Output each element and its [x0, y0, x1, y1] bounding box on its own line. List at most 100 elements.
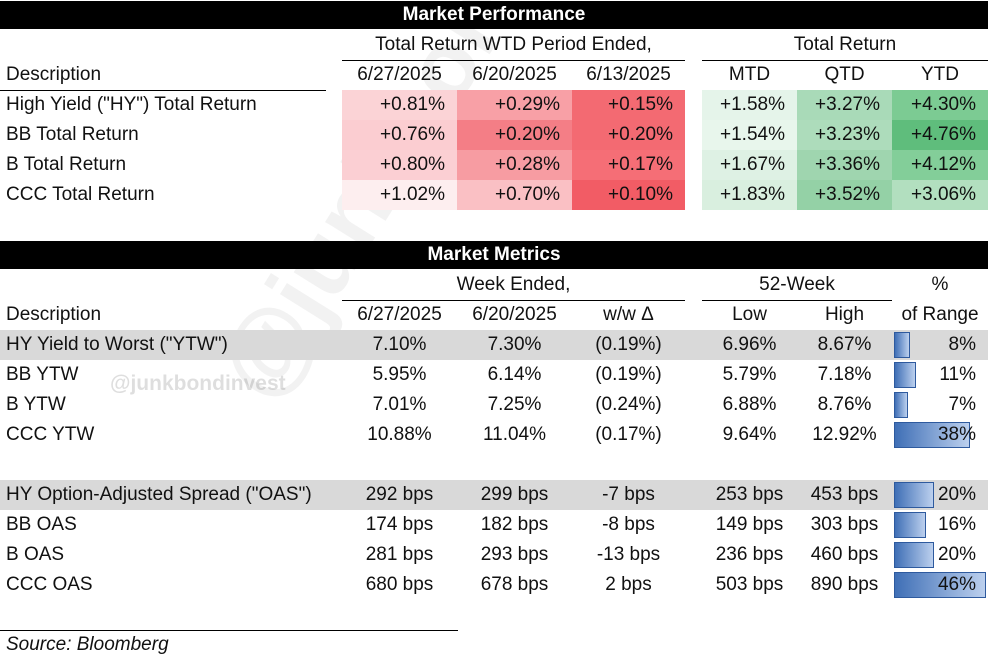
metrics-col-header: 6/20/2025: [472, 304, 557, 325]
perf-value-cell: +0.80%: [342, 150, 457, 180]
metrics-value-cell: 303 bps: [810, 514, 879, 535]
metrics-value-cell: 6.88%: [722, 394, 777, 415]
metrics-row-label: CCC OAS: [6, 574, 93, 595]
highlight-row-bg: [0, 480, 988, 510]
perf-value-cell: +1.67%: [702, 150, 797, 180]
perf-col-header: MTD: [728, 64, 771, 85]
perf-col-header: YTD: [921, 64, 959, 85]
metrics-value-cell: 7.10%: [372, 334, 427, 355]
metrics-value-cell: 149 bps: [715, 514, 784, 535]
metrics-value-cell: 453 bps: [810, 484, 879, 505]
metrics-value-cell: 9.64%: [722, 424, 777, 445]
metrics-value-cell: 890 bps: [810, 574, 879, 595]
perf-value-cell: +1.54%: [702, 120, 797, 150]
metrics-row-label: B YTW: [6, 394, 66, 415]
range-pct-value: 20%: [937, 484, 976, 505]
perf-value-cell: +4.76%: [892, 120, 988, 150]
metrics-row-label: HY Option-Adjusted Spread ("OAS"): [6, 484, 312, 505]
market-metrics-title: Market Metrics: [0, 241, 988, 269]
metrics-value-cell: 5.79%: [722, 364, 777, 385]
metrics-value-cell: 182 bps: [480, 514, 549, 535]
metrics-value-cell: -13 bps: [596, 544, 661, 565]
perf-value-cell: +0.10%: [572, 180, 685, 210]
metrics-value-cell: 460 bps: [810, 544, 879, 565]
perf-value-cell: +3.52%: [797, 180, 892, 210]
range-pct-value: 38%: [937, 424, 976, 445]
perf-value-cell: +4.30%: [892, 90, 988, 120]
perf-value-cell: +3.23%: [797, 120, 892, 150]
metrics-value-cell: 253 bps: [715, 484, 784, 505]
52-week-group-header: 52-Week: [759, 274, 835, 295]
metrics-description-header: Description: [6, 304, 102, 325]
metrics-value-cell: 12.92%: [812, 424, 877, 445]
range-bar: [894, 482, 934, 508]
metrics-value-cell: 7.18%: [817, 364, 872, 385]
metrics-value-cell: 293 bps: [480, 544, 549, 565]
market-performance-title: Market Performance: [0, 1, 988, 29]
perf-row-label: High Yield ("HY") Total Return: [6, 94, 257, 115]
perf-value-cell: +1.58%: [702, 90, 797, 120]
metrics-value-cell: 174 bps: [365, 514, 434, 535]
perf-value-cell: +0.29%: [457, 90, 572, 120]
watermark-small: @junkbondinvest: [110, 372, 286, 395]
metrics-value-cell: 7.25%: [487, 394, 542, 415]
perf-value-cell: +0.70%: [457, 180, 572, 210]
metrics-value-cell: -8 bps: [602, 514, 655, 535]
metrics-value-cell: 6.14%: [487, 364, 542, 385]
range-bar: [894, 392, 908, 418]
metrics-col-header: High: [824, 304, 865, 325]
perf-col-header: 6/13/2025: [586, 64, 671, 85]
perf-col-header: 6/27/2025: [357, 64, 442, 85]
metrics-value-cell: 299 bps: [480, 484, 549, 505]
pct-header: %: [931, 274, 949, 295]
perf-value-cell: +4.12%: [892, 150, 988, 180]
perf-value-cell: +1.02%: [342, 180, 457, 210]
metrics-value-cell: 11.04%: [482, 424, 547, 445]
perf-value-cell: +0.20%: [572, 120, 685, 150]
metrics-value-cell: 236 bps: [715, 544, 784, 565]
metrics-value-cell: 8.67%: [817, 334, 872, 355]
perf-row-label: CCC Total Return: [6, 184, 155, 205]
metrics-value-cell: 281 bps: [365, 544, 434, 565]
total-return-group-header: Total Return: [793, 34, 897, 55]
range-bar: [894, 512, 926, 538]
perf-value-cell: +3.06%: [892, 180, 988, 210]
perf-col-header: QTD: [824, 64, 865, 85]
range-bar: [894, 542, 934, 568]
range-pct-value: 16%: [937, 514, 976, 535]
perf-row-label: B Total Return: [6, 154, 127, 175]
range-bar: [894, 332, 910, 358]
metrics-value-cell: (0.19%): [595, 364, 662, 385]
metrics-row-label: B OAS: [6, 544, 65, 565]
metrics-value-cell: (0.19%): [595, 334, 662, 355]
metrics-value-cell: 292 bps: [365, 484, 434, 505]
perf-value-cell: +3.36%: [797, 150, 892, 180]
perf-col-header: 6/20/2025: [472, 64, 557, 85]
metrics-row-label: BB OAS: [6, 514, 77, 535]
metrics-value-cell: 678 bps: [480, 574, 549, 595]
metrics-value-cell: (0.17%): [595, 424, 662, 445]
metrics-value-cell: 5.95%: [372, 364, 427, 385]
highlight-row-bg: [0, 330, 988, 360]
perf-value-cell: +0.15%: [572, 90, 685, 120]
metrics-row-label: BB YTW: [6, 364, 79, 385]
range-pct-value: 46%: [937, 574, 976, 595]
metrics-value-cell: 2 bps: [605, 574, 652, 595]
metrics-col-header: Low: [732, 304, 767, 325]
metrics-value-cell: 7.30%: [487, 334, 542, 355]
source-note: Source: Bloomberg: [6, 634, 169, 655]
perf-value-cell: +1.83%: [702, 180, 797, 210]
metrics-value-cell: (0.24%): [595, 394, 662, 415]
metrics-col-header: 6/27/2025: [357, 304, 442, 325]
metrics-row-label: HY Yield to Worst ("YTW"): [6, 334, 228, 355]
metrics-row-label: CCC YTW: [6, 424, 95, 445]
perf-value-cell: +0.20%: [457, 120, 572, 150]
metrics-value-cell: 6.96%: [722, 334, 777, 355]
metrics-value-cell: 10.88%: [367, 424, 432, 445]
perf-value-cell: +0.81%: [342, 90, 457, 120]
range-pct-value: 20%: [937, 544, 976, 565]
perf-description-header: Description: [6, 64, 102, 85]
metrics-col-header: w/w Δ: [603, 304, 654, 325]
perf-value-cell: +0.28%: [457, 150, 572, 180]
range-bar: [894, 362, 916, 388]
